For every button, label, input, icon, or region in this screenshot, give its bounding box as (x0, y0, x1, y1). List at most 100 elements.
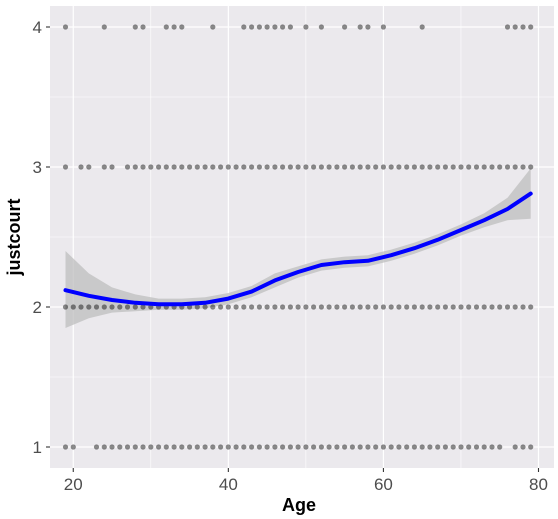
data-point (357, 304, 363, 310)
data-point (326, 444, 332, 450)
data-point (481, 164, 487, 170)
data-point (303, 304, 309, 310)
data-point (287, 304, 293, 310)
data-point (117, 304, 123, 310)
data-point (411, 444, 417, 450)
data-point (233, 164, 239, 170)
data-point (365, 164, 371, 170)
data-point (404, 164, 410, 170)
data-point (194, 164, 200, 170)
data-point (249, 444, 255, 450)
data-point (373, 304, 379, 310)
data-point (132, 304, 138, 310)
data-point (411, 164, 417, 170)
data-point (342, 24, 348, 30)
data-point (512, 24, 518, 30)
data-point (342, 444, 348, 450)
data-point (241, 164, 247, 170)
y-tick-label: 1 (33, 438, 42, 457)
data-point (264, 304, 270, 310)
data-point (93, 304, 100, 310)
data-point (380, 444, 386, 450)
data-point (489, 304, 495, 310)
data-point (520, 444, 526, 450)
data-point (504, 304, 511, 310)
data-point (311, 164, 317, 170)
data-point (334, 444, 340, 450)
data-point (272, 444, 278, 450)
data-point (427, 304, 433, 310)
y-axis-title: justcourt (4, 198, 24, 276)
data-point (388, 444, 394, 450)
data-point (388, 164, 394, 170)
data-point (272, 24, 278, 30)
data-point (280, 164, 286, 170)
data-point (512, 164, 518, 170)
data-point (318, 24, 324, 30)
data-point (427, 444, 433, 450)
data-point (256, 24, 262, 30)
data-point (442, 164, 448, 170)
data-point (303, 444, 309, 450)
data-point (497, 304, 503, 310)
data-point (194, 444, 200, 450)
data-point (124, 164, 131, 170)
data-point (249, 164, 255, 170)
data-point (140, 164, 146, 170)
data-point (311, 304, 317, 310)
data-point (357, 164, 363, 170)
data-point (450, 444, 456, 450)
data-point (148, 444, 154, 450)
data-point (295, 164, 301, 170)
data-point (140, 444, 146, 450)
x-axis-title: Age (282, 495, 316, 515)
data-point (528, 24, 534, 30)
data-point (86, 164, 92, 170)
data-point (218, 164, 224, 170)
data-point (256, 304, 262, 310)
data-point (497, 444, 503, 450)
data-point (481, 304, 487, 310)
data-point (62, 24, 69, 30)
data-point (163, 24, 169, 30)
data-point (349, 304, 355, 310)
data-point (264, 164, 270, 170)
data-point (264, 24, 270, 30)
data-point (520, 304, 526, 310)
data-point (512, 304, 518, 310)
data-point (489, 164, 495, 170)
data-point (427, 164, 433, 170)
data-point (148, 164, 154, 170)
data-point (241, 304, 247, 310)
data-point (450, 164, 456, 170)
data-point (241, 444, 247, 450)
data-point (78, 304, 84, 310)
data-point (473, 444, 480, 450)
data-point (225, 444, 231, 450)
data-point (124, 304, 131, 310)
data-point (326, 304, 332, 310)
data-point (473, 304, 480, 310)
data-point (342, 164, 348, 170)
data-point (303, 24, 309, 30)
data-point (357, 24, 363, 30)
data-point (218, 444, 224, 450)
data-point (419, 24, 425, 30)
data-point (349, 164, 355, 170)
x-tick-label: 80 (529, 475, 548, 494)
data-point (210, 444, 216, 450)
data-point (109, 304, 115, 310)
data-point (388, 304, 394, 310)
data-point (241, 24, 247, 30)
data-point (404, 304, 410, 310)
data-point (466, 164, 472, 170)
data-point (365, 24, 371, 30)
data-point (295, 444, 301, 450)
data-point (218, 304, 224, 310)
x-tick-label: 60 (374, 475, 393, 494)
data-point (396, 164, 402, 170)
data-point (101, 444, 107, 450)
data-point (264, 444, 270, 450)
data-point (109, 164, 115, 170)
